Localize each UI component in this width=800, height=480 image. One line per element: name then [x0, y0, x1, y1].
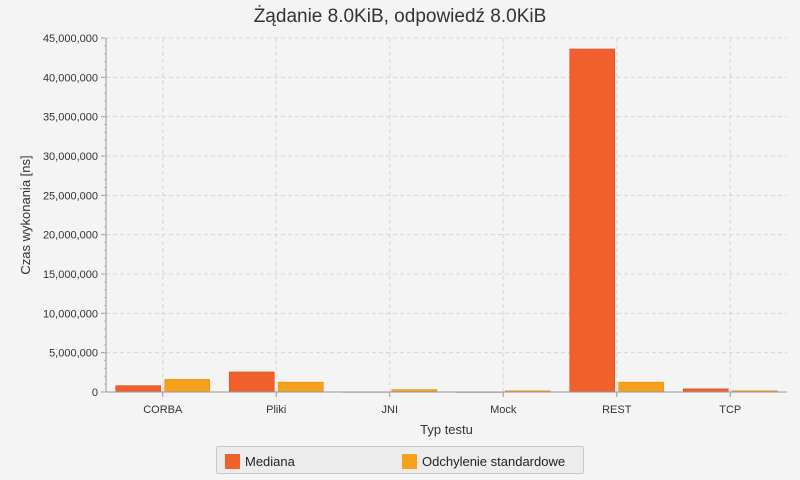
y-tick-label: 10,000,000 — [43, 308, 98, 320]
legend-label-median: Mediana — [245, 453, 295, 469]
y-tick-label: 45,000,000 — [43, 33, 98, 45]
y-tick-label: 5,000,000 — [49, 348, 98, 360]
bar-odchylenie-standardowe-pliki — [277, 381, 324, 393]
bar-mediana-corba — [115, 385, 162, 393]
y-axis-title: Czas wykonania [ns] — [18, 155, 33, 274]
x-axis-ticks: CORBA Pliki JNI Mock REST TCP — [143, 392, 741, 416]
x-tick-label: Pliki — [266, 404, 286, 416]
y-tick-label: 35,000,000 — [43, 112, 98, 124]
bars — [115, 48, 778, 393]
chart-title: Żądanie 8.0KiB, odpowiedź 8.0KiB — [253, 6, 547, 27]
y-tick-label: 30,000,000 — [43, 151, 98, 163]
x-axis-title: Typ testu — [420, 422, 473, 437]
legend-label-stddev: Odchylenie standardowe — [422, 453, 566, 469]
y-tick-label: 15,000,000 — [43, 269, 98, 281]
x-tick-label: Mock — [490, 404, 517, 416]
x-tick-label: REST — [602, 404, 632, 416]
legend-swatch-median — [225, 453, 240, 469]
bar-odchylenie-standardowe-rest — [618, 381, 665, 393]
y-tick-label: 40,000,000 — [43, 72, 98, 84]
plot-area — [106, 38, 787, 392]
y-tick-label: 25,000,000 — [43, 190, 98, 202]
grid-lines — [106, 37, 787, 392]
legend: Mediana Odchylenie standardowe — [216, 446, 584, 474]
legend-swatch-stddev — [402, 453, 417, 469]
legend-item-median: Mediana — [225, 452, 295, 470]
y-tick-label: 0 — [92, 387, 98, 399]
x-tick-label: JNI — [382, 404, 399, 416]
y-tick-label: 20,000,000 — [43, 230, 98, 242]
x-tick-label: CORBA — [143, 404, 183, 416]
bar-odchylenie-standardowe-corba — [164, 379, 211, 393]
bar-mediana-pliki — [228, 371, 275, 393]
legend-item-stddev: Odchylenie standardowe — [402, 452, 565, 470]
y-axis-ticks: 0 5,000,000 10,000,000 15,000,000 20,000,000… — [43, 33, 106, 399]
bar-mediana-rest — [569, 48, 616, 393]
x-tick-label: TCP — [719, 404, 741, 416]
